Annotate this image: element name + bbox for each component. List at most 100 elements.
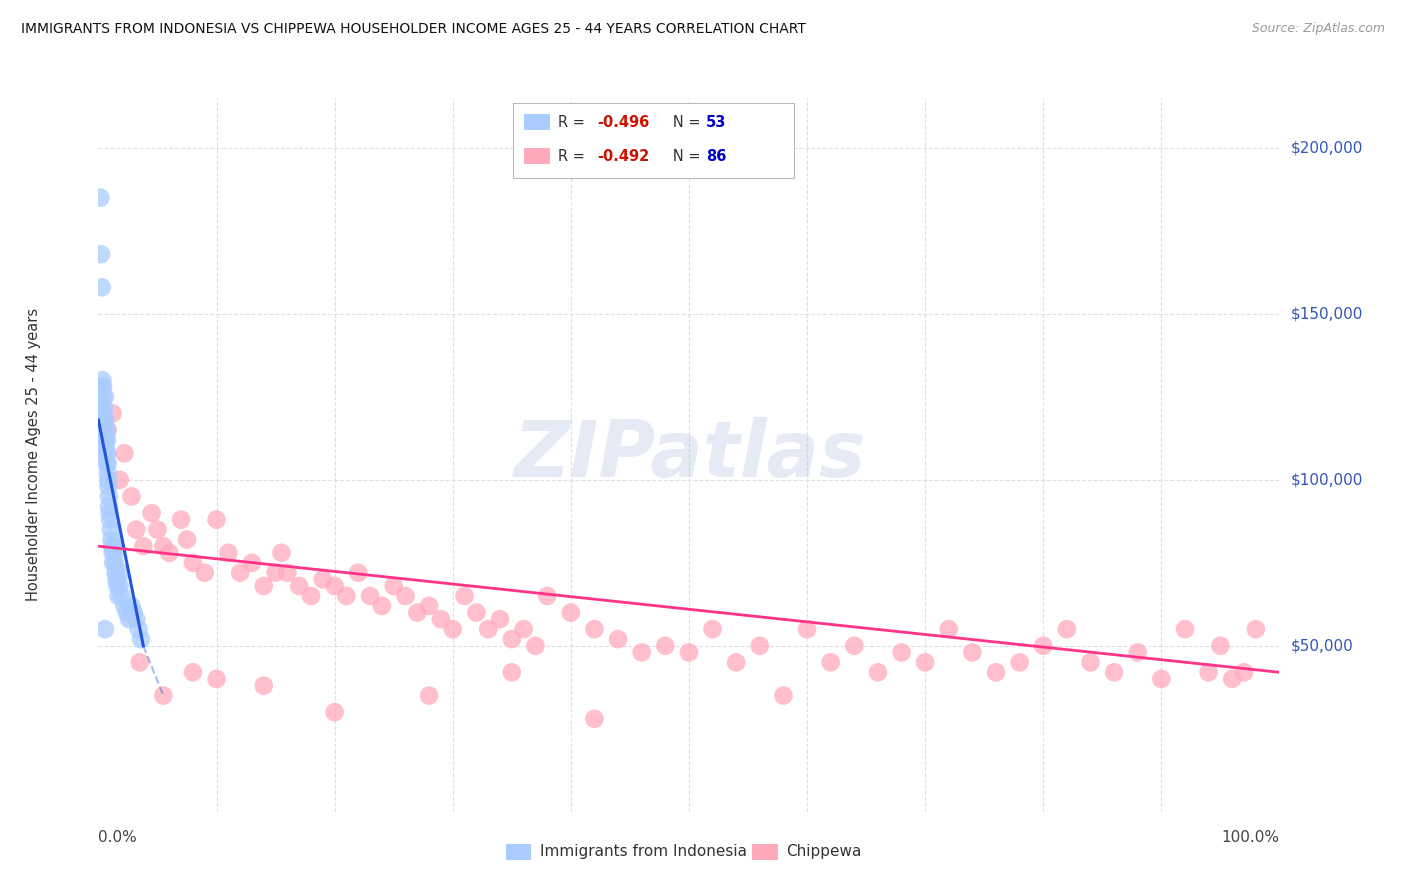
- Point: [101, 546, 124, 560]
- Point: [702, 622, 724, 636]
- Point: [97, 423, 120, 437]
- Point: [418, 689, 440, 703]
- Point: [111, 589, 134, 603]
- Point: [501, 665, 523, 680]
- Point: [94, 440, 117, 454]
- Point: [725, 656, 748, 670]
- Text: IMMIGRANTS FROM INDONESIA VS CHIPPEWA HOUSEHOLDER INCOME AGES 25 - 44 YEARS CORR: IMMIGRANTS FROM INDONESIA VS CHIPPEWA HO…: [21, 22, 806, 37]
- Point: [100, 533, 122, 547]
- Point: [772, 689, 794, 703]
- Point: [108, 579, 131, 593]
- Point: [866, 665, 889, 680]
- Point: [441, 622, 464, 636]
- Point: [91, 380, 114, 394]
- Text: -0.492: -0.492: [598, 149, 650, 163]
- Point: [501, 632, 523, 647]
- Point: [94, 622, 117, 636]
- Point: [335, 589, 357, 603]
- Point: [98, 506, 121, 520]
- Point: [678, 645, 700, 659]
- Point: [583, 712, 606, 726]
- Point: [96, 423, 118, 437]
- Point: [152, 539, 174, 553]
- Point: [820, 656, 842, 670]
- Point: [1008, 656, 1031, 670]
- Point: [110, 566, 132, 580]
- Point: [91, 406, 114, 420]
- Point: [1102, 665, 1125, 680]
- Point: [181, 665, 204, 680]
- Point: [121, 599, 143, 613]
- Text: N =: N =: [659, 115, 706, 129]
- Point: [125, 612, 148, 626]
- Point: [607, 632, 630, 647]
- Point: [97, 466, 120, 480]
- Point: [477, 622, 499, 636]
- Text: $50,000: $50,000: [1291, 639, 1354, 653]
- Point: [98, 513, 121, 527]
- Text: R =: R =: [558, 149, 589, 163]
- Point: [93, 400, 115, 414]
- Point: [129, 632, 152, 647]
- Point: [359, 589, 381, 603]
- Point: [128, 656, 150, 670]
- Point: [489, 612, 512, 626]
- Point: [94, 390, 117, 404]
- Point: [323, 705, 346, 719]
- Point: [312, 573, 335, 587]
- Point: [112, 446, 135, 460]
- Point: [382, 579, 405, 593]
- Point: [1174, 622, 1197, 636]
- Point: [152, 689, 174, 703]
- Point: [229, 566, 252, 580]
- Point: [132, 539, 155, 553]
- Point: [101, 539, 124, 553]
- Point: [938, 622, 960, 636]
- Point: [122, 606, 145, 620]
- Point: [170, 513, 193, 527]
- Point: [181, 556, 204, 570]
- Point: [94, 413, 117, 427]
- Text: N =: N =: [659, 149, 706, 163]
- Point: [107, 589, 129, 603]
- Point: [217, 546, 239, 560]
- Text: -0.496: -0.496: [598, 115, 650, 129]
- Point: [1032, 639, 1054, 653]
- Point: [394, 589, 416, 603]
- Point: [90, 280, 112, 294]
- Point: [157, 546, 180, 560]
- Point: [91, 380, 114, 394]
- Point: [914, 656, 936, 670]
- Point: [276, 566, 298, 580]
- Point: [890, 645, 912, 659]
- Point: [128, 622, 150, 636]
- Text: Immigrants from Indonesia: Immigrants from Indonesia: [540, 845, 747, 859]
- Point: [105, 579, 128, 593]
- Point: [93, 390, 115, 404]
- Point: [125, 523, 148, 537]
- Point: [93, 423, 115, 437]
- Point: [146, 523, 169, 537]
- Point: [630, 645, 652, 659]
- Point: [844, 639, 866, 653]
- Text: $150,000: $150,000: [1291, 306, 1362, 321]
- Point: [97, 479, 120, 493]
- Point: [430, 612, 453, 626]
- Point: [105, 573, 128, 587]
- Point: [1056, 622, 1078, 636]
- Point: [90, 191, 112, 205]
- Point: [1220, 672, 1243, 686]
- Point: [583, 622, 606, 636]
- Point: [1150, 672, 1173, 686]
- Point: [512, 622, 534, 636]
- Text: ZIPatlas: ZIPatlas: [513, 417, 865, 493]
- Point: [205, 513, 228, 527]
- Point: [103, 539, 125, 553]
- Point: [104, 566, 127, 580]
- Point: [536, 589, 558, 603]
- Text: Chippewa: Chippewa: [786, 845, 862, 859]
- Point: [323, 579, 346, 593]
- Text: $200,000: $200,000: [1291, 140, 1362, 155]
- Text: $100,000: $100,000: [1291, 472, 1362, 487]
- Point: [108, 473, 131, 487]
